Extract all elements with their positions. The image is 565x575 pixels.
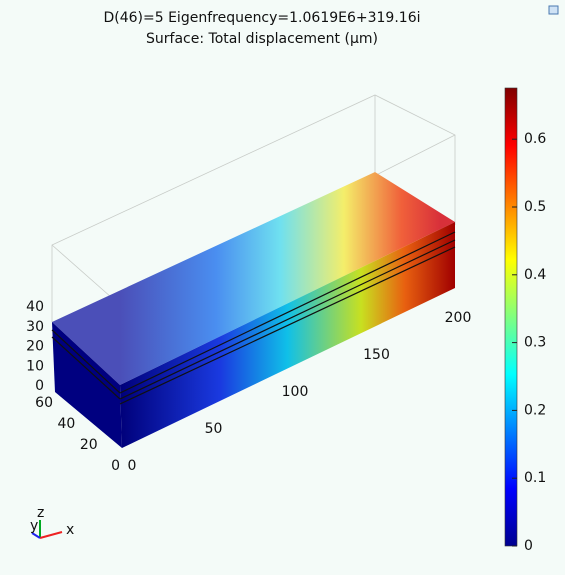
axis-triad: y z x (30, 505, 74, 539)
layer-lines (51, 231, 456, 405)
window-icon[interactable] (548, 5, 559, 15)
front-face (120, 222, 455, 448)
triad-y: y (30, 518, 38, 534)
x-ticks-label: 50 (205, 421, 223, 437)
z-ticks-label: 20 (26, 339, 44, 355)
z-ticks-label: 40 (26, 299, 44, 315)
x-ticks-label: 150 (363, 347, 390, 363)
z-ticks-label: 0 (35, 378, 44, 394)
plot-title: D(46)=5 Eigenfrequency=1.0619E6+319.16i (103, 10, 420, 26)
colorbar-label: 0.2 (524, 402, 546, 418)
colorbar (504, 87, 518, 547)
y-ticks-label: 40 (58, 416, 76, 432)
colorbar-label: 0.4 (524, 267, 546, 283)
plot-subtitle: Surface: Total displacement (µm) (146, 31, 378, 47)
colorbar-label: 0.5 (524, 199, 546, 215)
y-ticks-label: 0 (111, 458, 120, 474)
x-ticks-label: 100 (282, 384, 309, 400)
colorbar-label: 0.6 (524, 131, 546, 147)
y-ticks-label: 20 (80, 437, 98, 453)
colorbar-label: 0 (524, 538, 533, 554)
triad-z: z (37, 505, 44, 521)
x-ticks-label: 200 (445, 310, 472, 326)
colorbar-label: 0.1 (524, 470, 546, 486)
x-ticks-label: 0 (128, 458, 137, 474)
colorbar-label: 0.3 (524, 335, 546, 351)
top-face (52, 172, 455, 385)
triad-x: x (66, 522, 74, 538)
z-ticks-label: 30 (26, 319, 44, 335)
z-ticks-label: 10 (26, 358, 44, 374)
y-ticks-label: 60 (35, 395, 53, 411)
